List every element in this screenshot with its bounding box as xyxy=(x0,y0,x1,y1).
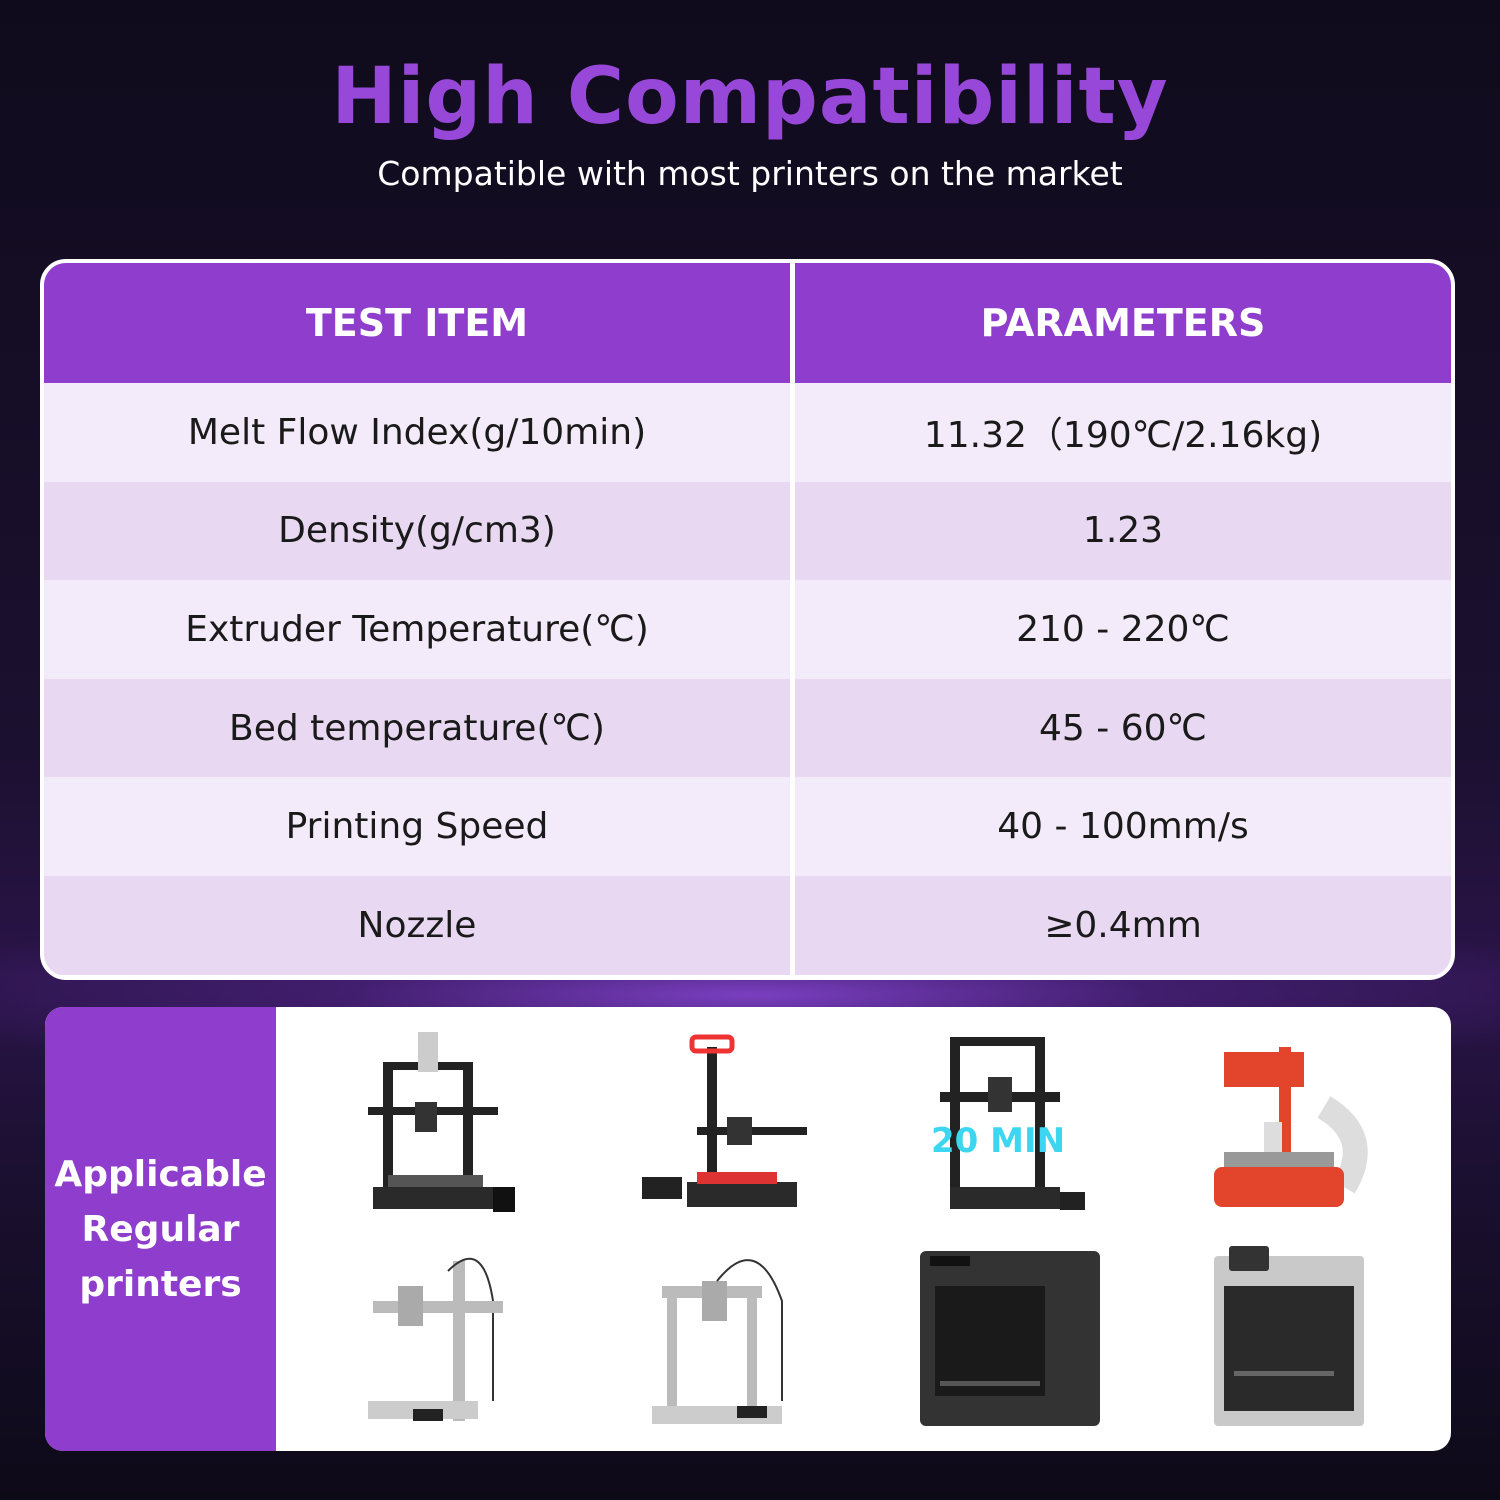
printer-image-7 xyxy=(864,1229,1148,1443)
test-item: Nozzle xyxy=(357,904,477,946)
parameter: 1.23 xyxy=(790,481,1451,581)
printers-panel: Applicable Regular printers 20 MIN xyxy=(45,1007,1451,1451)
parameter: 45 - 60℃ xyxy=(790,678,1451,778)
spec-table: TEST ITEM PARAMETERS Melt Flow Index(g/1… xyxy=(40,259,1455,980)
printers-label: Applicable Regular printers xyxy=(45,1007,276,1451)
test-item: Density(g/cm3) xyxy=(278,510,556,552)
parameter: 11.32（190℃/2.16kg) xyxy=(790,383,1451,482)
printer-image-8 xyxy=(1147,1229,1431,1443)
parameter: 210 - 220℃ xyxy=(790,580,1451,679)
printer-gallery: 20 MIN xyxy=(276,1007,1451,1451)
table-row: Extruder Temperature(℃) 210 - 220℃ xyxy=(44,580,1451,679)
table-row: Printing Speed 40 - 100mm/s xyxy=(44,777,1451,876)
printer-image-2 xyxy=(580,1015,864,1229)
table-header: TEST ITEM PARAMETERS xyxy=(44,263,1451,383)
printer-image-1 xyxy=(296,1015,580,1229)
test-item: Bed temperature(℃) xyxy=(229,707,605,749)
table-row: Density(g/cm3) 1.23 xyxy=(44,481,1451,581)
printer-image-4 xyxy=(1147,1015,1431,1229)
parameter: 40 - 100mm/s xyxy=(790,777,1451,876)
page-title: High Compatibility xyxy=(331,52,1169,142)
printer-image-6 xyxy=(580,1229,864,1443)
printer-image-5 xyxy=(296,1229,580,1443)
printer-image-text: 20 MIN xyxy=(931,1121,1065,1161)
test-item: Extruder Temperature(℃) xyxy=(185,608,649,650)
header-parameters: PARAMETERS xyxy=(790,263,1451,383)
table-row: Bed temperature(℃) 45 - 60℃ xyxy=(44,678,1451,778)
test-item: Melt Flow Index(g/10min) xyxy=(187,411,647,453)
table-row: Melt Flow Index(g/10min) 11.32（190℃/2.16k… xyxy=(44,383,1451,482)
parameter: ≥0.4mm xyxy=(790,875,1451,975)
printer-image-3: 20 MIN xyxy=(864,1015,1148,1229)
table-row: Nozzle ≥0.4mm xyxy=(44,875,1451,975)
test-item: Printing Speed xyxy=(285,806,549,848)
page-subtitle: Compatible with most printers on the mar… xyxy=(377,154,1123,193)
header-test-item: TEST ITEM xyxy=(305,301,529,345)
